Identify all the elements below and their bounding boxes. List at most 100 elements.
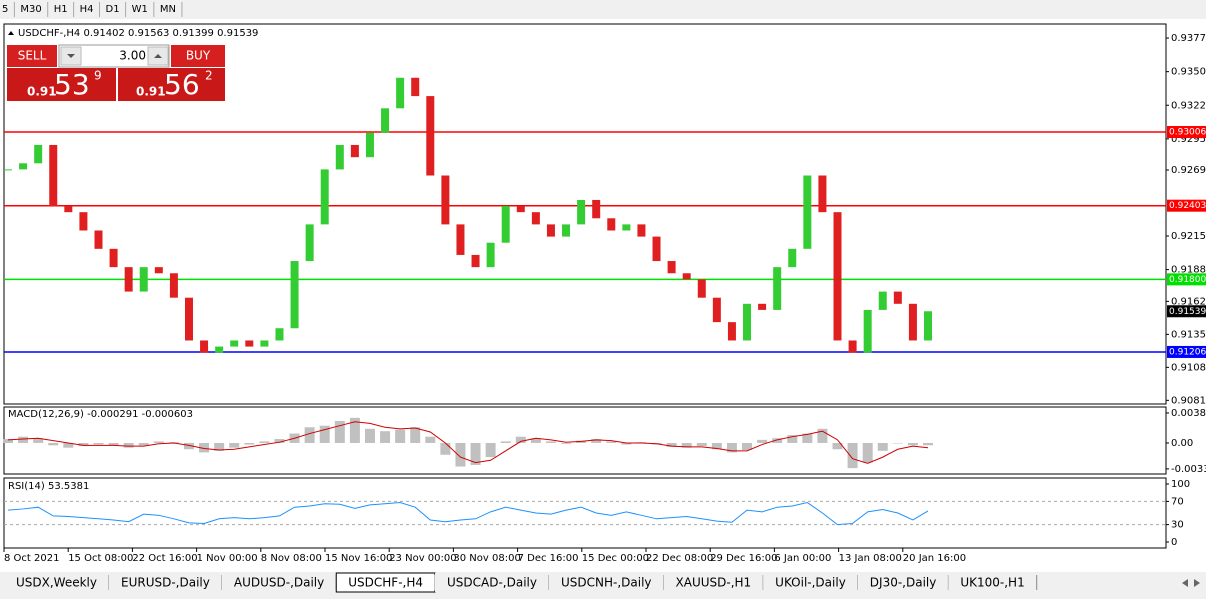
timeframe-button[interactable]: MN (160, 4, 176, 15)
candle (335, 144, 344, 170)
sell-price-main: 53 (54, 68, 90, 101)
macd-bar (259, 441, 270, 443)
candle (305, 224, 314, 262)
macd-bar (787, 435, 798, 443)
sell-button[interactable] (7, 45, 57, 67)
candle (531, 212, 540, 225)
buy-price-prefix: 0.91 (136, 85, 166, 99)
x-tick-label: 1 Nov 00:00 (197, 553, 258, 564)
macd-bar (696, 442, 707, 447)
down-arrow (67, 54, 75, 58)
chart-title: USDCHF-,H4 0.91402 0.91563 0.91399 0.915… (18, 28, 258, 39)
tab-label: EURUSD-,Daily (121, 576, 210, 590)
macd-bar (364, 428, 375, 443)
macd-bar (847, 442, 858, 469)
candle (486, 242, 495, 268)
level-tag-label: 0.93006 (1169, 128, 1206, 138)
candle (260, 340, 269, 347)
timeframe-button[interactable]: H1 (54, 4, 68, 15)
macd-bar (681, 442, 692, 448)
macd-bar (530, 438, 541, 443)
tab[interactable]: USDX,Weekly (4, 573, 109, 592)
tab[interactable]: USDCAD-,Daily (435, 573, 549, 592)
timeframe-button[interactable]: 5 (2, 4, 8, 15)
tab-label: XAUUSD-,H1 (676, 576, 752, 590)
tab-bg (548, 573, 664, 592)
candle (773, 267, 782, 310)
lots-value: 3.00 (119, 49, 146, 63)
macd-bar (455, 442, 466, 467)
current-price-label: 0.91539 (1169, 307, 1206, 317)
macd-bar (244, 442, 255, 445)
candle (124, 267, 133, 292)
macd-bar (757, 439, 768, 443)
tab[interactable]: UK100-,H1 (948, 573, 1037, 592)
candle (139, 267, 148, 292)
buy-button[interactable] (171, 45, 225, 67)
tab-scroll-right[interactable] (1194, 579, 1200, 587)
candle (365, 132, 374, 158)
macd-bar (666, 442, 677, 447)
timeframe-button[interactable]: H4 (80, 4, 94, 15)
y-tick-label: 30 (1171, 520, 1184, 531)
x-tick-label: 22 Dec 08:00 (646, 553, 713, 564)
macd-bar (78, 442, 89, 447)
tab-scroll-left[interactable] (1182, 579, 1188, 587)
candle (154, 267, 163, 274)
candle (471, 254, 480, 268)
tab-bg (221, 573, 337, 592)
candle (863, 309, 872, 353)
candle (622, 224, 631, 231)
timeframe-button[interactable]: D1 (106, 4, 120, 15)
tab[interactable]: DJ30-,Daily (857, 573, 949, 592)
tab[interactable]: XAUUSD-,H1 (663, 573, 764, 592)
candle (109, 248, 118, 268)
tab-label: USDCAD-,Daily (447, 576, 537, 590)
candle (833, 212, 842, 341)
macd-bar (410, 427, 421, 443)
x-tick-label: 13 Jan 08:00 (839, 553, 902, 564)
macd-bar (349, 417, 360, 443)
indicator-title: RSI(14) 53.5381 (8, 481, 89, 492)
candle (758, 303, 767, 310)
candle (275, 328, 284, 341)
toolbar-bg (0, 0, 1206, 19)
signal-line (7, 421, 929, 464)
tab[interactable]: USDCHF-,H4 (335, 572, 436, 593)
tab[interactable]: USDCNH-,Daily (548, 573, 664, 592)
level-tag (1167, 126, 1206, 139)
macd-bar (33, 438, 44, 443)
macd-bar (711, 442, 722, 450)
rsi-line (7, 502, 929, 526)
candle (652, 236, 661, 262)
sell-price-sup: 9 (94, 69, 102, 83)
timeframe-button[interactable]: M30 (20, 4, 41, 15)
current-price-tag (1167, 305, 1206, 318)
candle (456, 224, 465, 255)
lots-input[interactable] (58, 44, 170, 68)
macd-bar (304, 427, 315, 443)
sell-price-box[interactable] (7, 68, 116, 101)
macd-bar (334, 420, 345, 443)
buy-price-box[interactable] (118, 68, 225, 101)
candle (501, 206, 510, 243)
macd-bar (832, 442, 843, 450)
y-tick-label: 0.00 (1171, 438, 1193, 449)
candle (893, 291, 902, 304)
tab-bg (435, 573, 549, 592)
macd-bar (108, 442, 119, 446)
tab[interactable]: EURUSD-,Daily (109, 573, 222, 592)
candle (697, 279, 706, 298)
macd-bar (742, 442, 753, 451)
indicator-title: MACD(12,26,9) -0.000291 -0.000603 (8, 409, 193, 420)
candle (34, 144, 43, 164)
timeframe-button[interactable]: W1 (132, 4, 148, 15)
level-tag (1167, 345, 1206, 358)
tab-label: AUDUSD-,Daily (234, 576, 324, 590)
tab[interactable]: UKOil-,Daily (763, 573, 858, 592)
tab[interactable]: AUDUSD-,Daily (221, 573, 337, 592)
candle (637, 224, 646, 237)
